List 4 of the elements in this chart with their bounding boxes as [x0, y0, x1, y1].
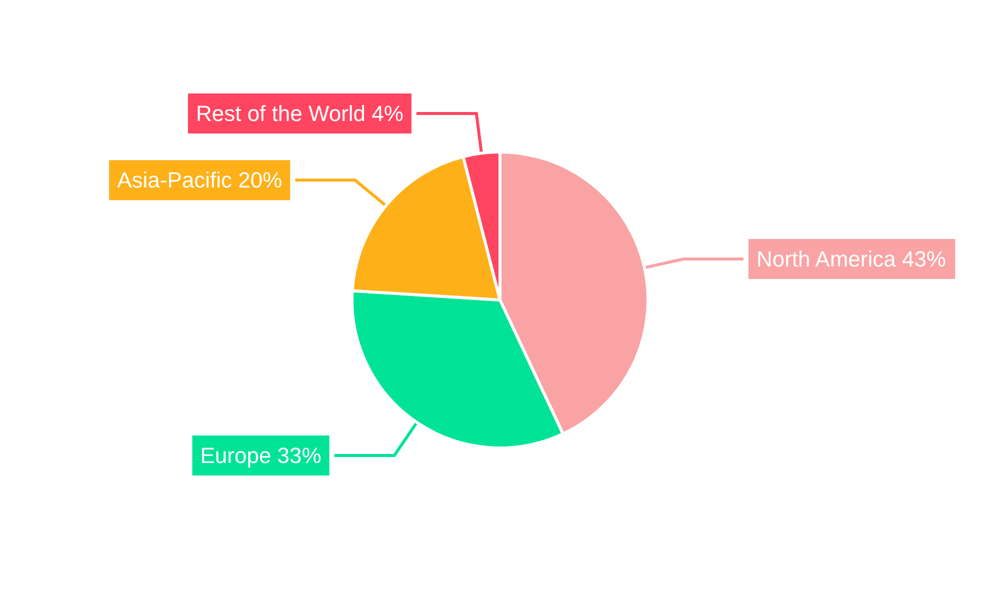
slice-label: Rest of the World 4%	[196, 100, 404, 126]
slice-label: North America 43%	[756, 246, 946, 272]
slice-label: Asia-Pacific 20%	[117, 168, 282, 193]
slice-label: Europe 33%	[200, 442, 322, 468]
